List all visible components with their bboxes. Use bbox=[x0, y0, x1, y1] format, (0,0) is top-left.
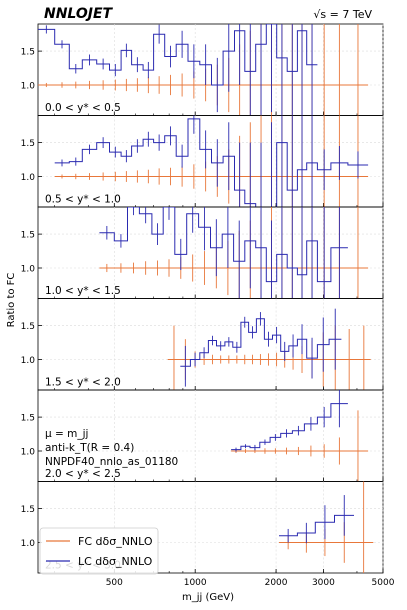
settings-line: μ = m_jj bbox=[45, 428, 88, 440]
settings-line: NNPDF40_nnlo_as_01180 bbox=[45, 456, 178, 468]
panels-group: 1.0 1.5 0.0 < y* < 0.5 1.0 1.5 0.5 < y* < 1.0… bbox=[21, 23, 395, 588]
y-tick-label: 1.0 bbox=[21, 356, 36, 366]
x-tick-label: 3000 bbox=[312, 578, 335, 588]
panel-3: 1.0 1.5 1.5 < y* < 2.0 bbox=[21, 298, 384, 391]
legend: FC dδσ_NNLO LC dδσ_NNLO bbox=[39, 527, 159, 575]
series-lc-step bbox=[279, 514, 354, 537]
x-tick-label: 5000 bbox=[372, 578, 395, 588]
panel-label: 2.0 < y* < 2.5 bbox=[45, 468, 121, 480]
panel-0: 1.0 1.5 0.0 < y* < 0.5 bbox=[21, 23, 384, 116]
panel-label: 1.5 < y* < 2.0 bbox=[45, 377, 121, 389]
panel-series bbox=[99, 207, 369, 299]
panel-label: 0.0 < y* < 0.5 bbox=[45, 102, 121, 114]
panel-series bbox=[54, 115, 369, 207]
y-axis-label: Ratio to FC bbox=[6, 273, 17, 328]
y-tick-label: 1.0 bbox=[21, 82, 36, 92]
panel-series bbox=[279, 481, 374, 573]
x-tick-label: 2000 bbox=[265, 578, 288, 588]
panel-series bbox=[167, 308, 371, 390]
panel-1: 1.0 1.5 0.5 < y* < 1.0 bbox=[21, 115, 384, 208]
y-tick-label: 1.5 bbox=[21, 48, 35, 58]
y-tick-label: 1.5 bbox=[21, 322, 35, 332]
panel-series bbox=[231, 390, 369, 482]
series-lc-step bbox=[180, 318, 342, 367]
panel-series bbox=[38, 24, 369, 116]
panel-label: 1.0 < y* < 1.5 bbox=[45, 285, 121, 297]
legend-lc-label: LC dδσ_NNLO bbox=[78, 555, 153, 568]
panel-label: 0.5 < y* < 1.0 bbox=[45, 194, 121, 206]
panel-2: 1.0 1.5 1.0 < y* < 1.5 bbox=[21, 206, 384, 299]
series-lc-step bbox=[231, 403, 348, 451]
y-tick-label: 1.0 bbox=[21, 173, 36, 183]
panel-4: 1.0 1.5 2.0 < y* < 2.5 bbox=[21, 389, 384, 482]
x-axis-label: m_jj (GeV) bbox=[182, 592, 234, 603]
y-tick-label: 1.0 bbox=[21, 265, 36, 275]
settings-line: anti-k_T(R = 0.4) bbox=[45, 442, 134, 454]
series-lc-step bbox=[99, 207, 348, 283]
x-tick-label: 1000 bbox=[184, 578, 207, 588]
settings-annotation: μ = m_jj anti-k_T(R = 0.4) NNPDF40_nnlo_as… bbox=[45, 428, 178, 468]
y-tick-label: 1.5 bbox=[21, 139, 35, 149]
legend-frame bbox=[39, 527, 159, 575]
y-tick-label: 1.5 bbox=[21, 414, 35, 424]
x-tick-label: 500 bbox=[106, 578, 123, 588]
y-tick-label: 1.5 bbox=[21, 505, 35, 515]
y-tick-label: 1.0 bbox=[21, 448, 36, 458]
brand-logo-text: NNLOJET bbox=[44, 6, 114, 22]
y-tick-label: 1.5 bbox=[21, 231, 35, 241]
y-tick-label: 1.0 bbox=[21, 539, 36, 549]
series-lc-step bbox=[38, 24, 318, 86]
legend-fc-label: FC dδσ_NNLO bbox=[78, 535, 153, 548]
energy-label: √s = 7 TeV bbox=[313, 8, 372, 21]
